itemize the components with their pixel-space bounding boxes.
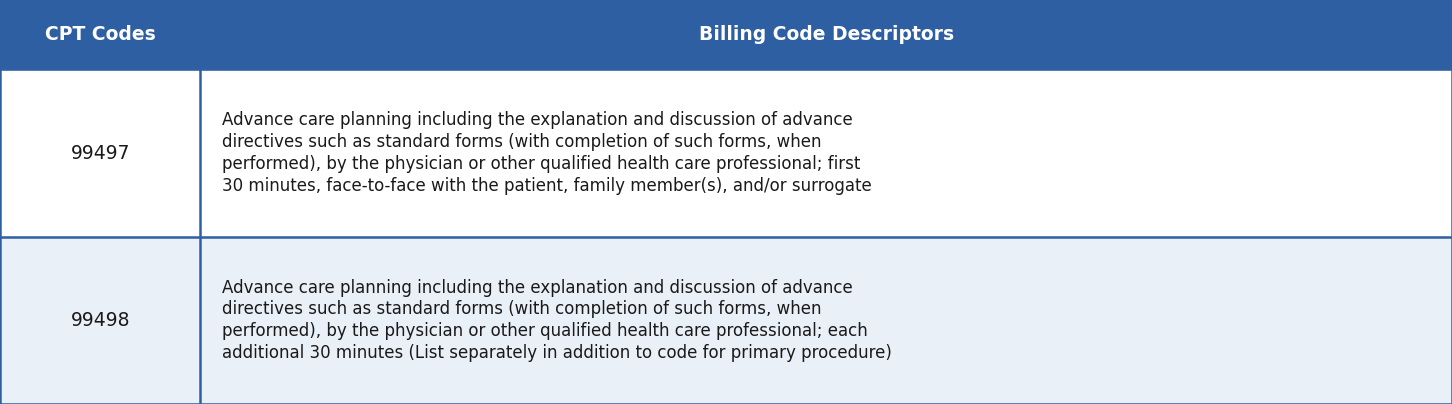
Bar [200,237,1452,404]
Text: performed), by the physician or other qualified health care professional; first: performed), by the physician or other qu… [222,155,861,173]
Bar [0,0,200,69]
Text: directives such as standard forms (with completion of such forms, when: directives such as standard forms (with … [222,133,822,151]
Text: Advance care planning including the explanation and discussion of advance: Advance care planning including the expl… [222,112,852,129]
Bar [200,69,1452,237]
Text: Advance care planning including the explanation and discussion of advance: Advance care planning including the expl… [222,279,852,297]
Bar [0,237,200,404]
Text: directives such as standard forms (with completion of such forms, when: directives such as standard forms (with … [222,301,822,318]
Text: 99498: 99498 [71,311,129,330]
Text: 30 minutes, face-to-face with the patient, family member(s), and/or surrogate: 30 minutes, face-to-face with the patien… [222,177,871,195]
Bar [200,0,1452,69]
Text: performed), by the physician or other qualified health care professional; each: performed), by the physician or other qu… [222,322,868,340]
Text: additional 30 minutes (List separately in addition to code for primary procedure: additional 30 minutes (List separately i… [222,344,892,362]
Text: 99497: 99497 [71,143,129,163]
Text: CPT Codes: CPT Codes [45,25,155,44]
Text: Billing Code Descriptors: Billing Code Descriptors [698,25,954,44]
Bar [0,69,200,237]
